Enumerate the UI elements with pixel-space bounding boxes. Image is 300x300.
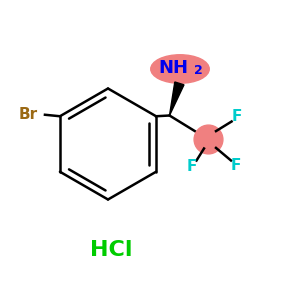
Text: F: F xyxy=(232,109,242,124)
Text: F: F xyxy=(230,158,241,173)
Text: 2: 2 xyxy=(194,64,203,77)
Text: F: F xyxy=(187,159,197,174)
Polygon shape xyxy=(169,82,184,116)
Text: HCl: HCl xyxy=(90,241,132,260)
Circle shape xyxy=(194,125,223,154)
Ellipse shape xyxy=(151,55,209,83)
Text: NH: NH xyxy=(158,59,188,77)
Text: Br: Br xyxy=(18,107,38,122)
